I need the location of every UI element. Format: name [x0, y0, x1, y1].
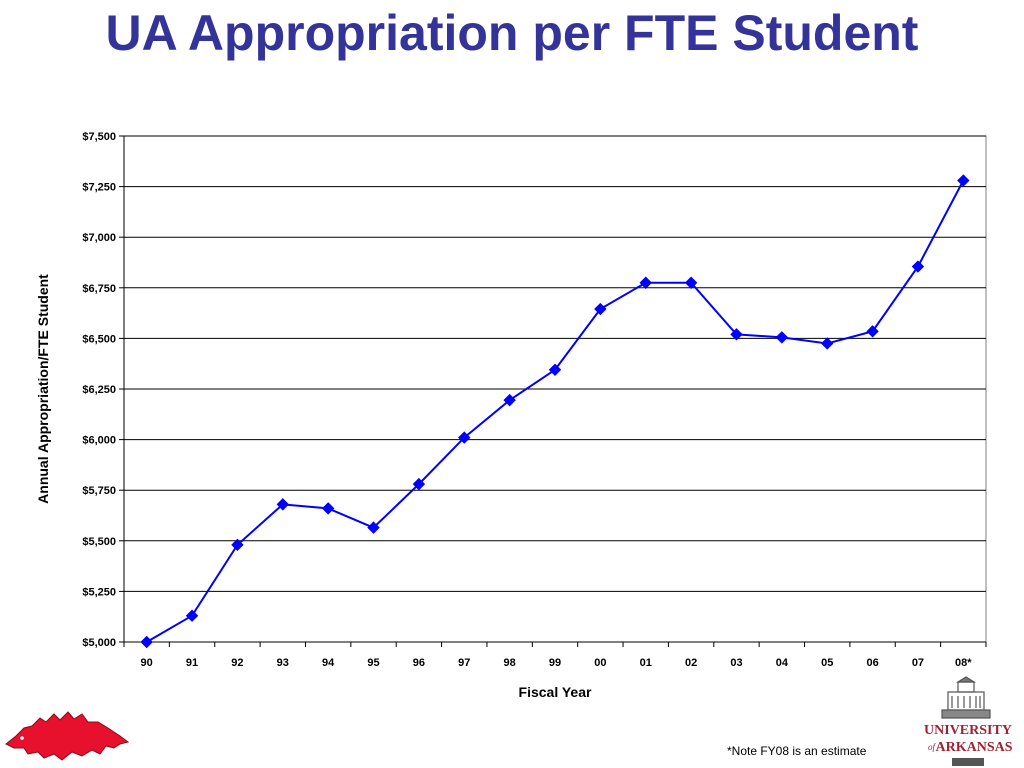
data-point — [957, 174, 970, 187]
ua-logo-base — [952, 758, 984, 766]
data-point — [911, 260, 925, 273]
x-tick-label: 05 — [821, 657, 833, 669]
data-point — [866, 325, 879, 338]
y-tick-label: $6,250 — [82, 384, 116, 396]
x-tick-label: 90 — [141, 657, 153, 669]
x-tick-label: 96 — [413, 657, 425, 669]
x-tick-label: 94 — [322, 657, 335, 669]
x-tick-label: 07 — [912, 657, 924, 669]
data-point — [140, 635, 153, 649]
data-point — [412, 477, 426, 491]
x-tick-label: 95 — [367, 657, 379, 669]
razorback-logo — [5, 711, 130, 761]
y-tick-label: $7,250 — [82, 182, 116, 194]
ua-logo-line1: UNIVERSITY — [924, 723, 1012, 738]
y-tick-label: $5,250 — [82, 586, 116, 598]
x-tick-label: 93 — [277, 657, 289, 669]
data-point — [821, 337, 834, 350]
data-point — [775, 331, 789, 344]
old-main-building-icon — [941, 676, 991, 719]
data-point — [548, 363, 562, 376]
grid-lines — [124, 135, 986, 643]
y-tick-label: $6,000 — [82, 435, 116, 447]
y-tick-label: $7,500 — [82, 131, 116, 143]
x-tick-label: 91 — [186, 657, 198, 669]
ua-logo-of: of — [928, 742, 937, 752]
x-tick-label: 02 — [685, 657, 697, 669]
y-tick-label: $7,000 — [82, 232, 116, 244]
data-point — [730, 328, 743, 341]
x-tick-label: 04 — [776, 657, 789, 669]
y-axis-title: Annual Appropriation/FTE Student — [35, 274, 51, 504]
data-point — [321, 502, 335, 515]
x-axis-title: Fiscal Year — [519, 684, 592, 700]
y-tick-label: $6,500 — [82, 333, 116, 345]
data-point — [231, 538, 244, 552]
y-tick-label: $6,750 — [82, 283, 116, 295]
y-tick-label: $5,500 — [82, 536, 116, 548]
x-tick-label: 03 — [730, 657, 742, 669]
x-tick-labels: 90 91 92 93 94 95 96 97 98 99 00 01 02 03 04 05 06 07 08* — [141, 657, 973, 669]
x-tick-label: 08* — [955, 657, 972, 669]
y-tick-label: $5,000 — [82, 637, 116, 649]
axes — [119, 135, 987, 647]
footnote: *Note FY08 is an estimate — [727, 744, 867, 758]
x-tick-label: 92 — [231, 657, 243, 669]
x-tick-label: 01 — [640, 657, 652, 669]
data-point — [684, 276, 698, 289]
razorback-eye — [20, 736, 24, 740]
data-point — [367, 521, 380, 534]
razorback-body — [5, 711, 130, 761]
y-tick-labels: $5,000 $5,250 $5,500 $5,750 $6,000 $6,250 $6,5… — [82, 131, 116, 649]
series — [140, 174, 970, 649]
y-tick-label: $5,750 — [82, 485, 116, 497]
x-tick-label: 98 — [504, 657, 516, 669]
data-point — [185, 609, 199, 622]
ua-logo-line2: ARKANSAS — [935, 740, 1012, 755]
data-point — [276, 498, 289, 511]
data-point — [458, 431, 471, 444]
x-tick-label: 00 — [594, 657, 606, 669]
data-point — [503, 393, 516, 407]
data-point — [594, 302, 607, 316]
x-tick-label: 97 — [458, 657, 470, 669]
university-of-arkansas-logo: UNIVERSITY of ARKANSAS — [924, 676, 1013, 766]
data-point — [639, 276, 652, 289]
x-tick-label: 06 — [866, 657, 878, 669]
x-tick-label: 99 — [549, 657, 561, 669]
slide-title: UA Appropriation per FTE Student — [105, 5, 919, 61]
